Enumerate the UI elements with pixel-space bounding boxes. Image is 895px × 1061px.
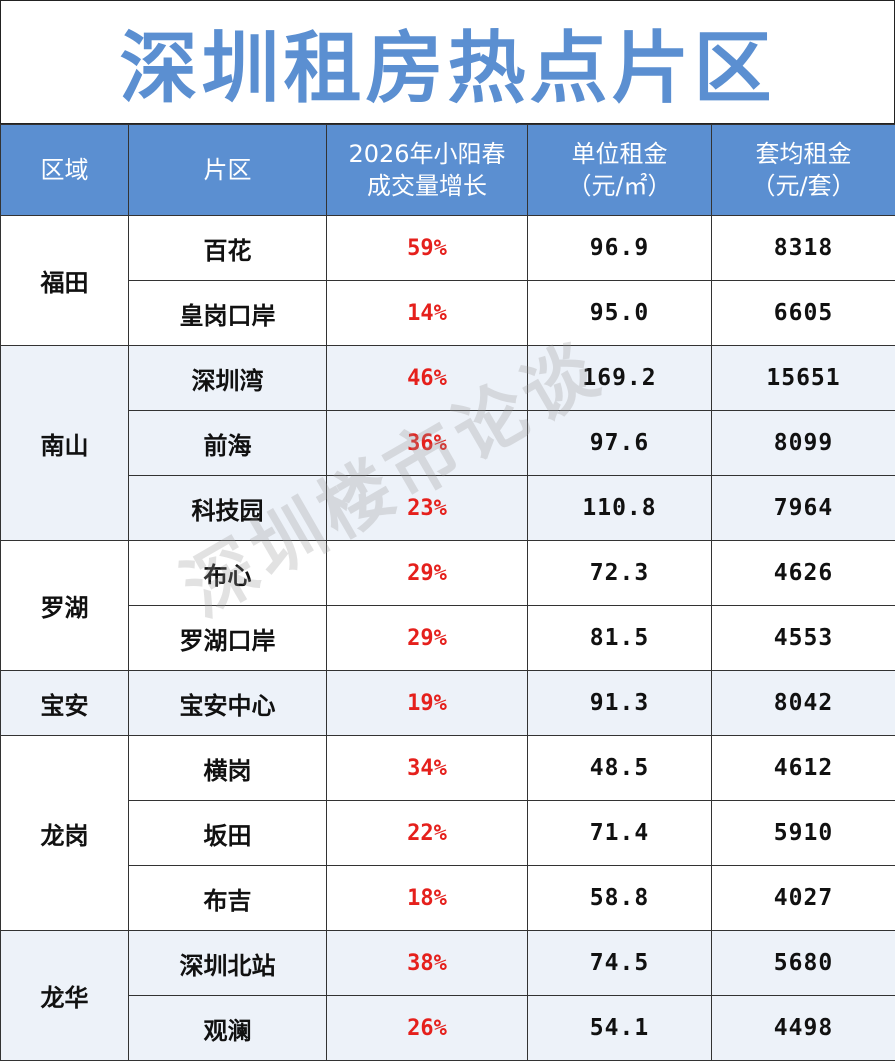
unit-rent-cell: 169.2 (527, 345, 712, 411)
avg-rent-cell: 15651 (711, 345, 895, 411)
unit-rent-cell: 48.5 (527, 735, 712, 801)
area-cell: 坂田 (128, 800, 327, 866)
growth-cell: 14% (326, 280, 528, 346)
unit-rent-cell: 74.5 (527, 930, 712, 996)
unit-rent-cell: 54.1 (527, 995, 712, 1061)
unit-rent-cell: 95.0 (527, 280, 712, 346)
table-row: 南山 深圳湾 46% 169.2 15651 (0, 345, 895, 541)
avg-rent-cell: 4027 (711, 865, 895, 931)
area-cell: 百花 (128, 215, 327, 281)
avg-rent-cell: 6605 (711, 280, 895, 346)
area-cell: 深圳湾 (128, 345, 327, 411)
growth-cell: 36% (326, 410, 528, 476)
avg-rent-cell: 7964 (711, 475, 895, 541)
unit-rent-cell: 110.8 (527, 475, 712, 541)
area-cell: 深圳北站 (128, 930, 327, 996)
area-cell: 宝安中心 (128, 670, 327, 736)
table-row: 前海 36% 97.6 8099 (1, 410, 895, 476)
unit-rent-cell: 81.5 (527, 605, 712, 671)
table-row: 罗湖 布心 29% 72.3 4626 (0, 540, 895, 671)
growth-cell: 22% (326, 800, 528, 866)
table-row: 坂田 22% 71.4 5910 (1, 800, 895, 866)
table-row: 龙华 深圳北站 38% 74.5 5680 (0, 930, 895, 1061)
district-cell: 南山 (0, 345, 129, 541)
area-cell: 布心 (128, 540, 327, 606)
table-row: 罗湖口岸 29% 81.5 4553 (1, 605, 895, 671)
district-cell: 罗湖 (0, 540, 129, 671)
table-header-row: 区域 片区 2026年小阳春 成交量增长 单位租金 （元/㎡） 套均租金 （元/… (0, 124, 895, 216)
area-cell: 科技园 (128, 475, 327, 541)
table-row: 福田 百花 59% 96.9 8318 (0, 215, 895, 346)
table-row: 皇岗口岸 14% 95.0 6605 (1, 280, 895, 346)
district-cell: 宝安 (0, 670, 129, 736)
table-body: 福田 百花 59% 96.9 8318 皇岗口岸 14% 95.0 6605 南山 深圳湾 46% 16… (0, 215, 895, 1061)
unit-rent-cell: 97.6 (527, 410, 712, 476)
growth-cell: 26% (326, 995, 528, 1061)
growth-cell: 34% (326, 735, 528, 801)
header-avg-rent-line1: 套均租金 (755, 140, 852, 168)
growth-cell: 29% (326, 540, 528, 606)
unit-rent-cell: 91.3 (527, 670, 712, 736)
table-row: 观澜 26% 54.1 4498 (1, 995, 895, 1061)
header-unit-rent: 单位租金 （元/㎡） (527, 124, 712, 216)
growth-cell: 59% (326, 215, 528, 281)
avg-rent-cell: 8042 (711, 670, 895, 736)
table-row: 布吉 18% 58.8 4027 (1, 865, 895, 931)
table-row: 宝安 宝安中心 19% 91.3 8042 (0, 670, 895, 736)
area-cell: 横岗 (128, 735, 327, 801)
table-row: 科技园 23% 110.8 7964 (1, 475, 895, 541)
area-cell: 观澜 (128, 995, 327, 1061)
growth-cell: 23% (326, 475, 528, 541)
header-growth-line2: 成交量增长 (367, 172, 487, 200)
growth-cell: 46% (326, 345, 528, 411)
growth-cell: 29% (326, 605, 528, 671)
district-cell: 福田 (0, 215, 129, 346)
header-growth-line1: 2026年小阳春 (348, 140, 506, 168)
district-cell: 龙岗 (0, 735, 129, 931)
area-cell: 布吉 (128, 865, 327, 931)
avg-rent-cell: 4626 (711, 540, 895, 606)
avg-rent-cell: 4498 (711, 995, 895, 1061)
header-area: 片区 (128, 124, 327, 216)
header-avg-rent: 套均租金 （元/套） (711, 124, 895, 216)
avg-rent-cell: 4553 (711, 605, 895, 671)
header-unit-rent-line2: （元/㎡） (567, 172, 672, 200)
growth-cell: 38% (326, 930, 528, 996)
header-unit-rent-line1: 单位租金 (571, 140, 668, 168)
growth-cell: 18% (326, 865, 528, 931)
avg-rent-cell: 4612 (711, 735, 895, 801)
avg-rent-cell: 8318 (711, 215, 895, 281)
header-growth: 2026年小阳春 成交量增长 (326, 124, 528, 216)
district-cell: 龙华 (0, 930, 129, 1061)
rent-table: 区域 片区 2026年小阳春 成交量增长 单位租金 （元/㎡） 套均租金 （元/… (0, 124, 895, 1061)
area-cell: 前海 (128, 410, 327, 476)
unit-rent-cell: 58.8 (527, 865, 712, 931)
unit-rent-cell: 96.9 (527, 215, 712, 281)
avg-rent-cell: 8099 (711, 410, 895, 476)
page-title: 深圳租房热点片区 (0, 0, 895, 124)
avg-rent-cell: 5680 (711, 930, 895, 996)
area-cell: 皇岗口岸 (128, 280, 327, 346)
area-cell: 罗湖口岸 (128, 605, 327, 671)
header-district: 区域 (0, 124, 129, 216)
growth-cell: 19% (326, 670, 528, 736)
avg-rent-cell: 5910 (711, 800, 895, 866)
unit-rent-cell: 72.3 (527, 540, 712, 606)
unit-rent-cell: 71.4 (527, 800, 712, 866)
table-row: 龙岗 横岗 34% 48.5 4612 (0, 735, 895, 931)
header-avg-rent-line2: （元/套） (751, 172, 856, 200)
